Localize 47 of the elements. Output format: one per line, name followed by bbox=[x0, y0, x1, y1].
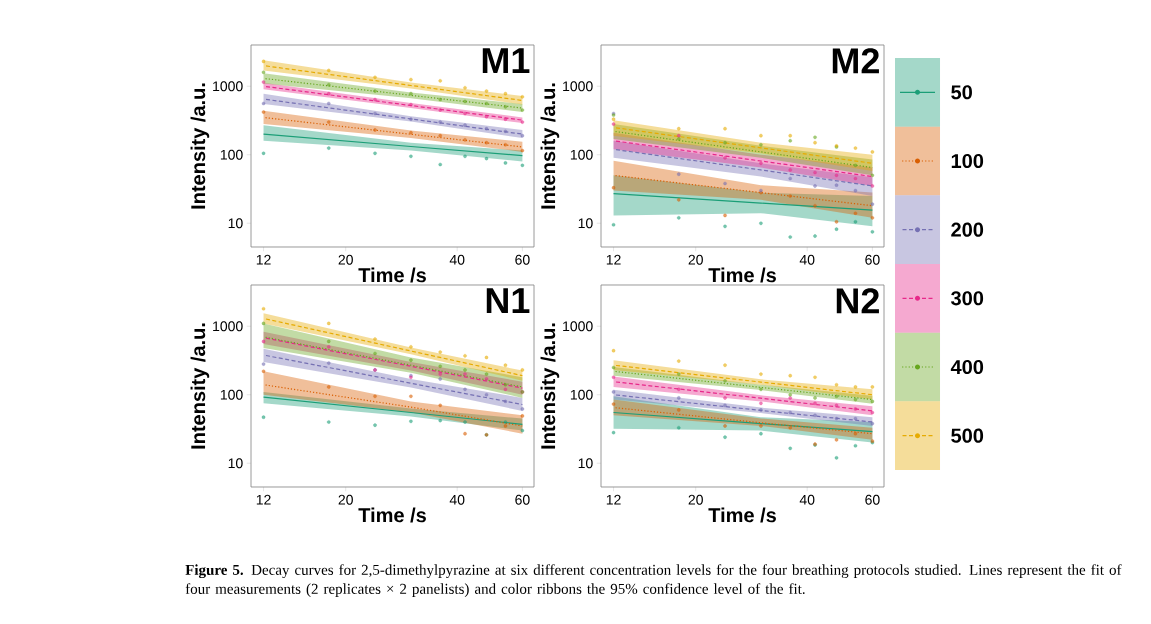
y-tick-label: 1000 bbox=[563, 81, 593, 92]
y-tick-label: 100 bbox=[220, 149, 243, 160]
y-tick-label: 10 bbox=[578, 218, 593, 229]
x-tick-label: 20 bbox=[688, 494, 703, 505]
x-tick-label: 12 bbox=[606, 254, 621, 265]
x-tick-label: 12 bbox=[256, 494, 271, 505]
chart-title: N2 bbox=[836, 288, 879, 314]
legend-label: 400 bbox=[950, 359, 984, 375]
legend-label: 50 bbox=[951, 85, 972, 100]
x-tick-label: 20 bbox=[338, 494, 353, 505]
y-axis-title: Intensity /a.u. bbox=[190, 83, 210, 209]
x-tick-label: 40 bbox=[799, 254, 815, 265]
x-tick-label: 60 bbox=[865, 254, 880, 265]
y-tick-label: 1000 bbox=[213, 81, 243, 92]
y-tick-label: 10 bbox=[228, 458, 243, 469]
x-tick-label: 40 bbox=[799, 494, 815, 505]
y-tick-label: 10 bbox=[228, 218, 243, 229]
y-tick-label: 100 bbox=[570, 149, 593, 160]
legend-label: 200 bbox=[951, 222, 984, 237]
legend-label: 100 bbox=[951, 153, 984, 169]
legend-label: 300 bbox=[951, 291, 984, 306]
y-tick-label: 10 bbox=[578, 458, 593, 469]
x-tick-label: 40 bbox=[449, 254, 465, 265]
y-tick-label: 1000 bbox=[213, 321, 243, 332]
y-axis-title: Intensity /a.u. bbox=[190, 323, 210, 449]
x-axis-title: Time /s bbox=[708, 507, 776, 523]
chart-title: M1 bbox=[482, 48, 530, 73]
y-axis-title: Intensity /a.u. bbox=[540, 323, 560, 449]
x-axis-title: Time /s bbox=[708, 267, 776, 283]
y-axis-title: Intensity /a.u. bbox=[540, 83, 560, 209]
x-tick-label: 40 bbox=[449, 494, 465, 505]
y-tick-label: 100 bbox=[220, 389, 243, 400]
y-tick-label: 100 bbox=[570, 389, 593, 400]
y-tick-label: 1000 bbox=[563, 321, 593, 332]
x-tick-label: 60 bbox=[865, 494, 880, 505]
x-tick-label: 20 bbox=[688, 254, 703, 265]
x-tick-label: 20 bbox=[338, 254, 353, 265]
x-axis-title: Time /s bbox=[358, 507, 426, 523]
x-tick-label: 12 bbox=[606, 494, 621, 505]
x-tick-label: 12 bbox=[256, 254, 271, 265]
legend-label: 500 bbox=[951, 428, 984, 443]
x-tick-label: 60 bbox=[515, 254, 530, 265]
text: Figure 5. Decay curves for 2,5-dimethylpyrazine at six different concentration levels for the four breathing protocols studied. Lines represent the fit of four measurements (2 replicates × 2 panelists) and color ribbons the 95% confidence level of the fit. bbox=[185, 564, 1122, 597]
chart-title: M2 bbox=[832, 48, 879, 74]
x-tick-label: 60 bbox=[515, 494, 530, 505]
chart-title: N1 bbox=[486, 288, 530, 313]
x-axis-title: Time /s bbox=[358, 267, 426, 283]
